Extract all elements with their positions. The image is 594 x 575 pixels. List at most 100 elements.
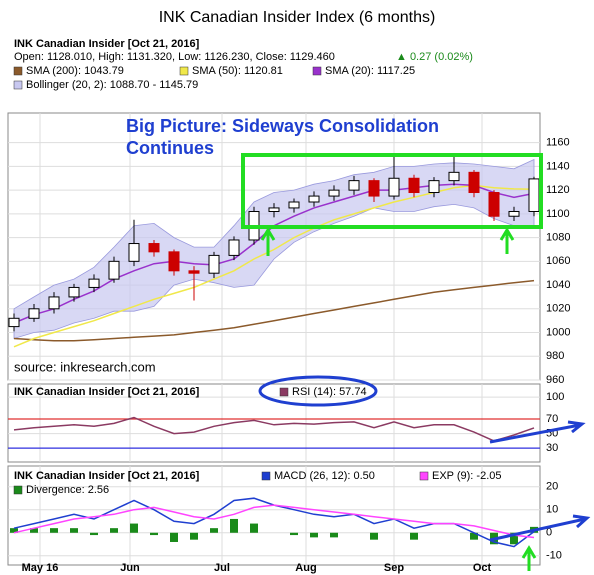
divergence-bar bbox=[510, 532, 518, 545]
candle-body bbox=[68, 286, 80, 298]
candle-body bbox=[528, 178, 540, 212]
legend-label: MACD (26, 12): 0.50 bbox=[274, 470, 375, 482]
y-tick-label: -10 bbox=[546, 550, 562, 562]
divergence-bar bbox=[90, 532, 98, 536]
trend-arrow bbox=[489, 514, 591, 542]
legend-swatch bbox=[312, 66, 322, 76]
candle-body bbox=[168, 251, 180, 272]
x-tick-label: Oct bbox=[473, 562, 492, 574]
series-line bbox=[13, 416, 535, 442]
legend-label: SMA (50): 1120.81 bbox=[192, 65, 283, 77]
legend-label: SMA (200): 1043.79 bbox=[26, 65, 124, 77]
candle-body bbox=[148, 243, 160, 253]
legend-label: Bollinger (20, 2): 1088.70 - 1145.79 bbox=[26, 79, 198, 91]
y-tick-label: 1040 bbox=[546, 279, 570, 291]
divergence-bar bbox=[310, 532, 318, 538]
series-line bbox=[13, 184, 535, 348]
legend-label: EXP (9): -2.05 bbox=[432, 470, 502, 482]
divergence-bar bbox=[210, 528, 218, 533]
candle-body bbox=[288, 201, 300, 209]
divergence-bar bbox=[10, 528, 18, 533]
annotation: Continues bbox=[126, 138, 214, 158]
candle-body bbox=[28, 308, 40, 319]
y-tick-label: 100 bbox=[546, 391, 564, 403]
divergence-bar bbox=[190, 532, 198, 540]
legend-swatch bbox=[279, 387, 289, 397]
divergence-bar bbox=[130, 523, 138, 533]
x-tick-label: Jun bbox=[120, 562, 140, 574]
x-tick-label: May 16 bbox=[22, 562, 59, 574]
candle-body bbox=[488, 192, 500, 217]
divergence-bar bbox=[110, 528, 118, 533]
legend-swatch bbox=[179, 66, 189, 76]
divergence-bar bbox=[330, 532, 338, 538]
y-tick-label: 1060 bbox=[546, 255, 570, 267]
divergence-bar bbox=[410, 532, 418, 540]
legend-label: Divergence: 2.56 bbox=[26, 484, 109, 496]
legend-swatch bbox=[13, 80, 23, 90]
divergence-bar bbox=[230, 518, 238, 533]
consolidation-box bbox=[241, 153, 543, 229]
arrow bbox=[260, 227, 276, 256]
divergence-bar bbox=[170, 532, 178, 542]
y-tick-label: 0 bbox=[546, 527, 552, 539]
candle-body bbox=[8, 317, 20, 328]
candle-body bbox=[348, 180, 360, 191]
legend-label: RSI (14): 57.74 bbox=[292, 386, 367, 398]
candle-body bbox=[388, 177, 400, 197]
panel-frame bbox=[7, 465, 541, 566]
y-tick-label: 1160 bbox=[546, 137, 570, 149]
candle-body bbox=[468, 171, 480, 194]
y-tick-label: 980 bbox=[546, 350, 564, 362]
divergence-bar bbox=[70, 528, 78, 533]
arrow bbox=[499, 227, 515, 254]
y-tick-label: 70 bbox=[546, 413, 558, 425]
rsi-ellipse bbox=[258, 375, 378, 407]
panels: 9609801000102010401060108011001120114011… bbox=[7, 65, 570, 574]
candle-body bbox=[208, 254, 220, 274]
page-title: INK Canadian Insider Index (6 months) bbox=[159, 9, 436, 26]
y-tick-label: 1020 bbox=[546, 303, 570, 315]
legend-label: SMA (20): 1117.25 bbox=[325, 65, 415, 77]
candle-body bbox=[228, 239, 240, 256]
candle-body bbox=[188, 270, 200, 274]
candle-body bbox=[508, 210, 520, 217]
x-tick-label: Aug bbox=[295, 562, 316, 574]
x-tick-label: Jul bbox=[214, 562, 230, 574]
y-tick-label: 10 bbox=[546, 504, 558, 516]
source: source: inkresearch.com bbox=[14, 359, 156, 374]
candle-body bbox=[108, 260, 120, 280]
change: ▲ 0.27 (0.02%) bbox=[396, 51, 473, 63]
y-tick-label: 960 bbox=[546, 374, 564, 386]
candle-body bbox=[328, 189, 340, 197]
series-line bbox=[13, 504, 535, 539]
y-tick-label: 1000 bbox=[546, 326, 570, 338]
quote: Open: 1128.010, High: 1131.320, Low: 112… bbox=[14, 51, 335, 63]
divergence-bar bbox=[470, 532, 478, 540]
heading: INK Canadian Insider [Oct 21, 2016] bbox=[14, 38, 200, 50]
candle-body bbox=[268, 207, 280, 212]
legend-swatch bbox=[261, 471, 271, 481]
legend-swatch bbox=[13, 485, 23, 495]
y-tick-label: 1120 bbox=[546, 184, 570, 196]
y-tick-label: 1100 bbox=[546, 208, 570, 220]
annotation: Big Picture: Sideways Consolidation bbox=[126, 116, 439, 136]
panel-heading: INK Canadian Insider [Oct 21, 2016] bbox=[14, 470, 200, 482]
y-tick-label: 30 bbox=[546, 442, 558, 454]
arrow bbox=[521, 545, 537, 571]
candle-body bbox=[428, 180, 440, 194]
candle-body bbox=[48, 296, 60, 310]
y-tick-label: 20 bbox=[546, 481, 558, 493]
candle-body bbox=[448, 171, 460, 182]
divergence-bar bbox=[290, 532, 298, 536]
candle-body bbox=[408, 177, 420, 194]
y-tick-label: 1140 bbox=[546, 160, 570, 172]
divergence-bar bbox=[250, 523, 258, 533]
legend-swatch bbox=[13, 66, 23, 76]
candle-body bbox=[368, 180, 380, 197]
candle-body bbox=[88, 278, 100, 288]
x-tick-label: Sep bbox=[384, 562, 404, 574]
divergence-bar bbox=[150, 532, 158, 536]
candle-body bbox=[308, 195, 320, 203]
